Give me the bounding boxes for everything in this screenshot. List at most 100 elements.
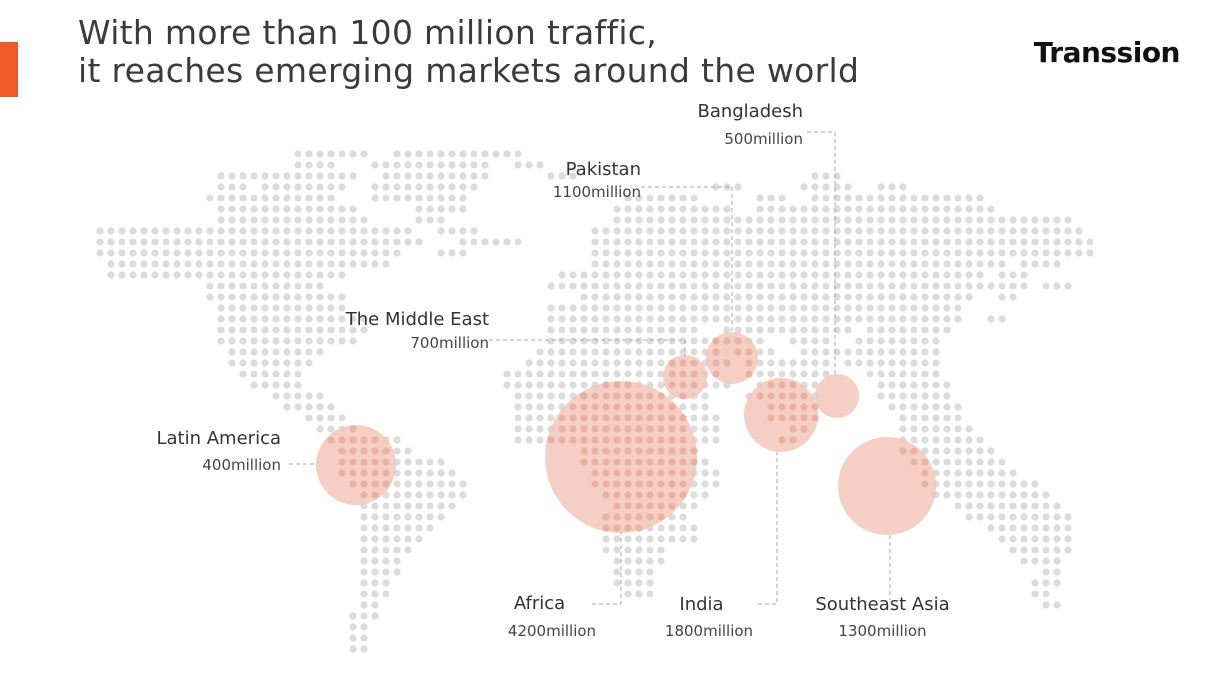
- map-dot: [844, 194, 852, 202]
- map-dot: [470, 150, 478, 158]
- map-dot: [800, 370, 808, 378]
- map-dot: [624, 326, 632, 334]
- map-dot: [635, 590, 643, 598]
- map-dot: [800, 414, 808, 422]
- map-dot: [580, 326, 588, 334]
- map-dot: [591, 458, 599, 466]
- map-dot: [206, 293, 214, 301]
- map-dot: [734, 282, 742, 290]
- map-dot: [217, 315, 225, 323]
- map-dot: [602, 249, 610, 257]
- map-dot: [305, 315, 313, 323]
- map-dot: [690, 271, 698, 279]
- map-dot: [965, 458, 973, 466]
- map-dot: [360, 634, 368, 642]
- map-dot: [932, 326, 940, 334]
- map-dot: [404, 513, 412, 521]
- map-dot: [943, 227, 951, 235]
- map-dot: [591, 271, 599, 279]
- map-dot: [1020, 557, 1028, 565]
- map-dot: [767, 326, 775, 334]
- map-dot: [833, 183, 841, 191]
- map-dot: [877, 216, 885, 224]
- map-dot: [822, 227, 830, 235]
- map-dot: [426, 469, 434, 477]
- map-dot: [888, 282, 896, 290]
- map-dot: [888, 403, 896, 411]
- map-dot: [921, 392, 929, 400]
- map-dot: [789, 293, 797, 301]
- map-dot: [261, 172, 269, 180]
- map-dot: [657, 535, 665, 543]
- map-dot: [272, 216, 280, 224]
- map-dot: [613, 524, 621, 532]
- map-dot: [679, 238, 687, 246]
- map-dot: [635, 238, 643, 246]
- map-dot: [624, 513, 632, 521]
- map-dot: [404, 238, 412, 246]
- map-dot: [305, 392, 313, 400]
- map-dot: [734, 271, 742, 279]
- map-dot: [338, 458, 346, 466]
- map-dot: [360, 513, 368, 521]
- map-dot: [536, 359, 544, 367]
- map-dot: [833, 315, 841, 323]
- map-dot: [910, 205, 918, 213]
- map-dot: [239, 249, 247, 257]
- map-dot: [767, 359, 775, 367]
- map-dot: [580, 403, 588, 411]
- map-dot: [272, 183, 280, 191]
- map-dot: [1053, 601, 1061, 609]
- map-dot: [261, 194, 269, 202]
- map-dot: [514, 161, 522, 169]
- bubble-southeast-asia: [838, 437, 936, 535]
- map-dot: [239, 304, 247, 312]
- map-dot: [701, 304, 709, 312]
- map-dot: [657, 282, 665, 290]
- map-dot: [932, 436, 940, 444]
- map-dot: [690, 260, 698, 268]
- map-dot: [1031, 590, 1039, 598]
- map-dot: [404, 172, 412, 180]
- map-dot: [261, 183, 269, 191]
- map-dot: [866, 216, 874, 224]
- map-dot: [228, 238, 236, 246]
- map-dot: [426, 161, 434, 169]
- map-dot: [910, 392, 918, 400]
- map-dot: [327, 315, 335, 323]
- map-dot: [349, 645, 357, 653]
- map-dot: [613, 293, 621, 301]
- map-dot: [338, 216, 346, 224]
- market-value: 1100million: [552, 183, 641, 201]
- map-dot: [415, 469, 423, 477]
- map-dot: [668, 271, 676, 279]
- map-dot: [415, 150, 423, 158]
- map-dot: [756, 260, 764, 268]
- map-dot: [778, 392, 786, 400]
- map-dot: [580, 425, 588, 433]
- map-dot: [338, 249, 346, 257]
- map-dot: [272, 172, 280, 180]
- map-dot: [690, 381, 698, 389]
- map-dot: [624, 337, 632, 345]
- map-dot: [822, 249, 830, 257]
- map-dot: [756, 194, 764, 202]
- map-dot: [932, 293, 940, 301]
- map-dot: [932, 359, 940, 367]
- map-dot: [635, 326, 643, 334]
- map-dot: [712, 205, 720, 213]
- map-dot: [921, 337, 929, 345]
- map-dot: [877, 282, 885, 290]
- map-dot: [745, 227, 753, 235]
- map-dot: [360, 249, 368, 257]
- map-dot: [734, 293, 742, 301]
- map-dot: [613, 304, 621, 312]
- map-dot: [1009, 535, 1017, 543]
- map-dot: [1053, 568, 1061, 576]
- map-dot: [701, 216, 709, 224]
- title-line-2: it reaches emerging markets around the w…: [78, 51, 860, 90]
- map-dot: [404, 447, 412, 455]
- map-dot: [1020, 271, 1028, 279]
- map-dot: [316, 238, 324, 246]
- map-dot: [580, 315, 588, 323]
